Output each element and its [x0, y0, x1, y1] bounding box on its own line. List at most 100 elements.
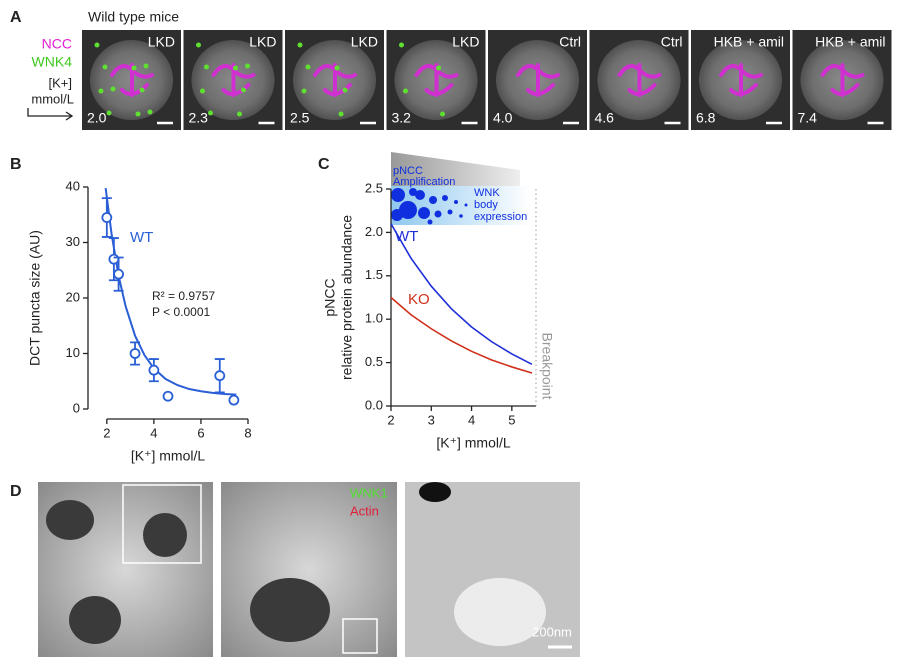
wnk4-punctum	[237, 111, 242, 117]
y-tick-label: 30	[66, 234, 80, 249]
wnk4-punctum	[305, 64, 311, 70]
ncc-stain	[617, 63, 662, 97]
legend-actin: Actin	[350, 503, 379, 518]
x-tick-label: 4	[150, 425, 157, 440]
wnk4-punctum	[139, 87, 145, 93]
wnk4-punctum	[241, 87, 246, 93]
series-line	[390, 296, 533, 374]
x-tick-label: 8	[244, 425, 251, 440]
condition-label: Ctrl	[661, 34, 683, 50]
wnk4-punctum	[106, 110, 112, 116]
ncc-stain	[414, 63, 459, 97]
data-point	[101, 212, 113, 223]
data-point	[162, 390, 174, 402]
inset-box	[122, 484, 202, 564]
panel-label: B	[10, 156, 22, 173]
wnk4-punctum	[403, 88, 408, 94]
ncc-stain	[820, 63, 865, 97]
legend-ncc: NCC	[42, 36, 72, 52]
wnk4-punctum	[334, 65, 340, 71]
condition-label: LKD	[148, 34, 175, 50]
x-tick-label: 6	[197, 425, 204, 440]
y-tick-label: 10	[66, 345, 80, 360]
vesicle	[454, 578, 546, 646]
wnk4-punctum	[233, 65, 238, 71]
condition-label: LKD	[351, 34, 378, 50]
wnk4-punctum	[297, 42, 303, 48]
series-label: KO	[408, 291, 430, 308]
data-point	[113, 268, 124, 280]
y-tick-label: 20	[66, 289, 80, 304]
nucleus	[46, 500, 94, 540]
annotation: Amplification	[393, 176, 455, 188]
k-value: 4.6	[595, 110, 615, 126]
ncc-stain	[110, 63, 154, 97]
panel-label: D	[10, 483, 22, 500]
x-tick-label: 2	[103, 425, 110, 440]
x-axis-title: [K⁺] mmol/L	[436, 435, 511, 451]
scale-label: 200nm	[532, 624, 572, 639]
y-axis-title: pNCC	[322, 278, 338, 316]
k-value: 7.4	[798, 110, 818, 126]
wnk4-punctum	[204, 64, 209, 70]
data-point	[228, 394, 240, 406]
y-tick-label: 0	[73, 400, 80, 415]
ncc-stain	[211, 63, 256, 97]
annotation: body	[474, 199, 498, 211]
panel-label: C	[318, 156, 330, 173]
y-tick-label: 1.0	[365, 311, 383, 326]
data-point	[129, 348, 141, 359]
data-point	[148, 364, 160, 376]
wnk4-punctum	[196, 42, 201, 48]
wnk4-punctum	[94, 42, 100, 48]
condition-label: LKD	[249, 34, 276, 50]
nucleus	[250, 578, 330, 642]
data-point	[108, 253, 120, 265]
inset-box	[342, 618, 378, 654]
series-label: WT	[130, 229, 153, 246]
k-value: 4.0	[493, 110, 513, 126]
condition-label: HKB + amil	[714, 34, 784, 50]
legend-wnk4: WNK4	[32, 54, 73, 70]
x-tick-label: 5	[508, 412, 515, 427]
x-tick-label: 4	[468, 412, 475, 427]
nucleus	[69, 596, 121, 644]
panel-label: A	[10, 9, 22, 26]
k-value: 2.0	[87, 110, 107, 126]
y-tick-label: 0.0	[365, 397, 383, 412]
y-axis-title: relative protein abundance	[339, 215, 355, 380]
k-value: 2.3	[189, 110, 209, 126]
wnk4-punctum	[245, 63, 250, 69]
wnk4-punctum	[131, 65, 137, 71]
ncc-stain	[516, 63, 560, 97]
condition-label: HKB + amil	[815, 34, 885, 50]
wnk4-punctum	[143, 63, 149, 69]
condition-label: LKD	[452, 34, 479, 50]
ncc-stain	[719, 63, 763, 97]
x-tick-label: 3	[428, 412, 435, 427]
y-tick-label: 0.5	[365, 354, 383, 369]
annotation: expression	[474, 211, 527, 223]
micrographs: LKD 2.0 LKD 2.3 LKD 2.5 LKD 3.2 Ctrl 4.0 Ctrl 4.6 HK…	[82, 30, 892, 130]
breakpoint-label: Breakpoint	[539, 333, 555, 400]
particle	[419, 482, 451, 502]
wnk4-punctum	[98, 88, 104, 94]
k-unit: mmol/L	[31, 91, 74, 106]
legend-wnk1: WNK1	[350, 485, 388, 500]
k-value: 6.8	[696, 110, 716, 126]
k-label: [K+]	[49, 75, 73, 90]
wnk4-punctum	[301, 88, 307, 94]
y-tick-label: 2.5	[365, 180, 383, 195]
y-axis-title: DCT puncta size (AU)	[27, 230, 43, 366]
annotation: WNK	[474, 187, 500, 199]
condition-label: Ctrl	[559, 34, 581, 50]
data-point	[214, 370, 226, 382]
panel-title: Wild type mice	[88, 9, 179, 25]
wnk4-punctum	[102, 64, 108, 70]
ncc-stain	[313, 63, 357, 97]
wnk4-punctum	[342, 87, 348, 93]
x-axis-title: [K⁺] mmol/L	[131, 448, 206, 464]
k-value: 3.2	[392, 110, 412, 126]
wnk4-punctum	[208, 110, 213, 116]
